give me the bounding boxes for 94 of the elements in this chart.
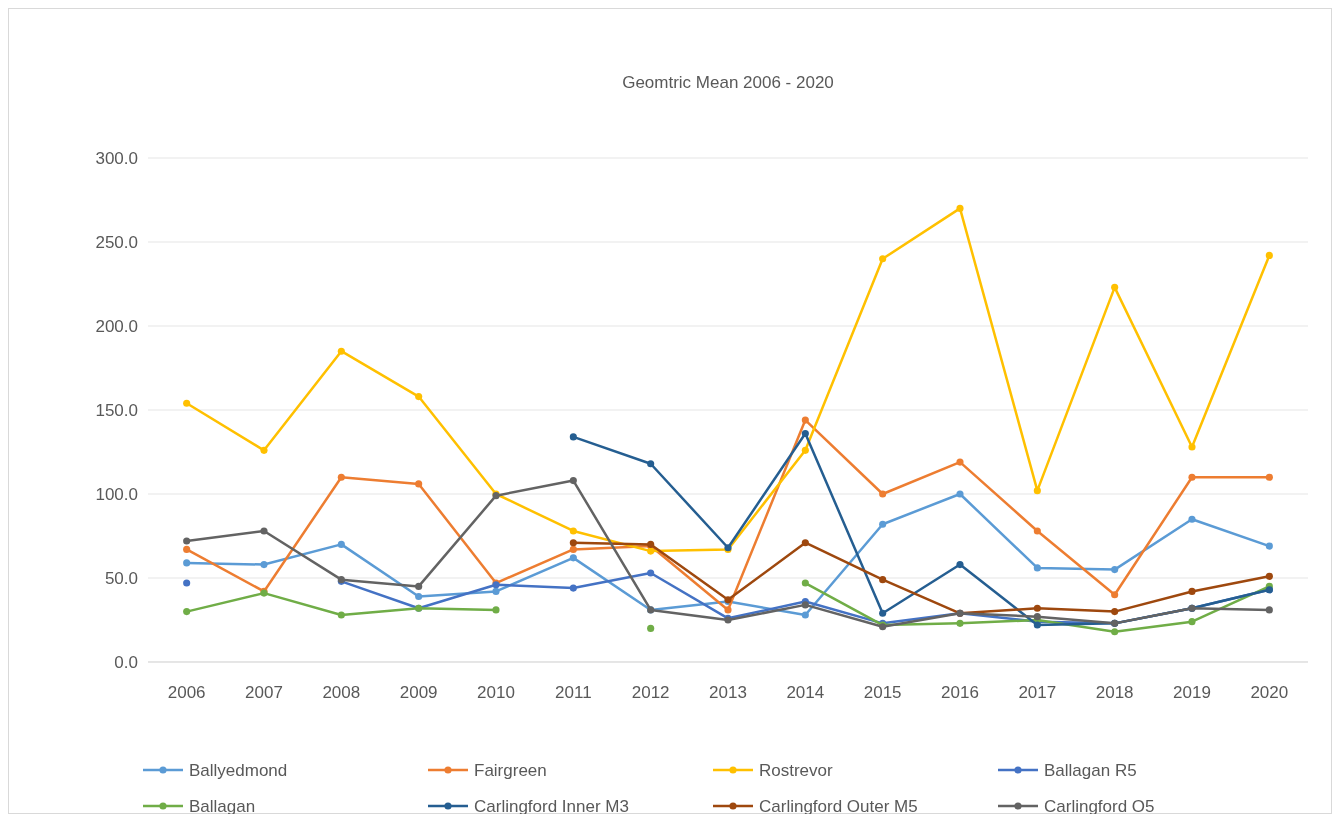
point: [1033, 564, 1041, 572]
point: [801, 429, 809, 438]
point: [415, 582, 423, 590]
x-tick-label: 2010: [477, 683, 515, 702]
point: [337, 473, 345, 481]
legend-label: Ballagan R5: [1044, 760, 1137, 780]
x-tick-label: 2019: [1173, 683, 1211, 702]
point: [569, 433, 577, 441]
x-tick-label: 2008: [322, 683, 361, 702]
x-tick-label: 2016: [941, 683, 979, 702]
point: [1033, 487, 1041, 495]
point: [183, 537, 191, 545]
point: [1111, 591, 1119, 599]
x-tick-label: 2015: [863, 683, 902, 702]
point: [1033, 604, 1041, 612]
point: [183, 559, 191, 567]
point: [1265, 572, 1273, 580]
point: [879, 609, 887, 617]
point: [415, 393, 423, 401]
point: [1265, 473, 1273, 481]
chart-title: Geomtric Mean 2006 - 2020: [622, 73, 834, 92]
point: [569, 545, 577, 553]
x-tick-label: 2018: [1095, 683, 1134, 702]
y-tick-label: 250.0: [95, 232, 138, 252]
y-tick-label: 300.0: [95, 148, 138, 168]
legend-label: Ballyedmond: [189, 760, 288, 780]
point: [1033, 527, 1041, 535]
point: [1111, 566, 1119, 574]
point: [1265, 251, 1273, 259]
x-tick-label: 2017: [1018, 683, 1057, 702]
point: [801, 579, 809, 587]
point: [569, 477, 577, 485]
point: [569, 554, 577, 562]
point: [879, 576, 887, 584]
point: [956, 619, 964, 627]
point: [801, 416, 809, 424]
point: [183, 545, 191, 553]
point: [183, 399, 191, 407]
x-tick-label: 2014: [786, 683, 825, 702]
point: [260, 561, 268, 569]
x-tick-label: 2013: [709, 683, 747, 702]
point: [337, 347, 345, 355]
point: [415, 592, 423, 601]
point: [260, 446, 268, 454]
x-tick-label: 2007: [245, 683, 283, 702]
y-tick-label: 100.0: [95, 484, 138, 504]
point: [724, 606, 732, 614]
point: [1111, 608, 1119, 616]
point: [1188, 587, 1196, 595]
x-tick-label: 2020: [1250, 683, 1289, 702]
x-tick-label: 2009: [399, 683, 438, 702]
point: [183, 608, 191, 616]
point: [801, 446, 809, 454]
point: [956, 204, 964, 212]
point: [337, 540, 345, 548]
point: [183, 579, 191, 587]
point: [1265, 542, 1273, 550]
legend-label: Rostrevor: [759, 760, 834, 780]
point: [415, 480, 423, 488]
point: [647, 569, 655, 577]
point: [879, 520, 887, 528]
y-tick-label: 150.0: [95, 400, 138, 420]
point: [1188, 443, 1196, 451]
point: [569, 527, 577, 535]
legend-label: Fairgreen: [474, 760, 547, 780]
point: [956, 561, 964, 569]
point: [647, 547, 655, 555]
point: [1188, 473, 1196, 481]
x-tick-label: 2006: [167, 683, 206, 702]
point: [647, 460, 655, 468]
point: [1188, 515, 1196, 523]
point: [1111, 283, 1119, 291]
point: [569, 584, 577, 592]
point: [956, 458, 964, 466]
point: [337, 611, 345, 619]
point: [260, 527, 268, 535]
point: [492, 587, 500, 595]
x-tick-label: 2012: [631, 683, 670, 702]
point: [801, 601, 809, 609]
point: [1188, 618, 1196, 626]
x-tick-label: 2011: [555, 683, 592, 702]
point: [569, 539, 577, 547]
point: [801, 611, 809, 619]
point: [879, 490, 887, 498]
y-tick-label: 200.0: [95, 316, 138, 336]
point: [1265, 606, 1273, 614]
point: [956, 490, 964, 498]
y-tick-label: 50.0: [104, 568, 138, 588]
point: [879, 255, 887, 263]
point: [1111, 628, 1119, 636]
y-tick-label: 0.0: [114, 652, 138, 672]
point: [492, 606, 500, 614]
point: [647, 624, 655, 632]
point: [801, 539, 809, 547]
